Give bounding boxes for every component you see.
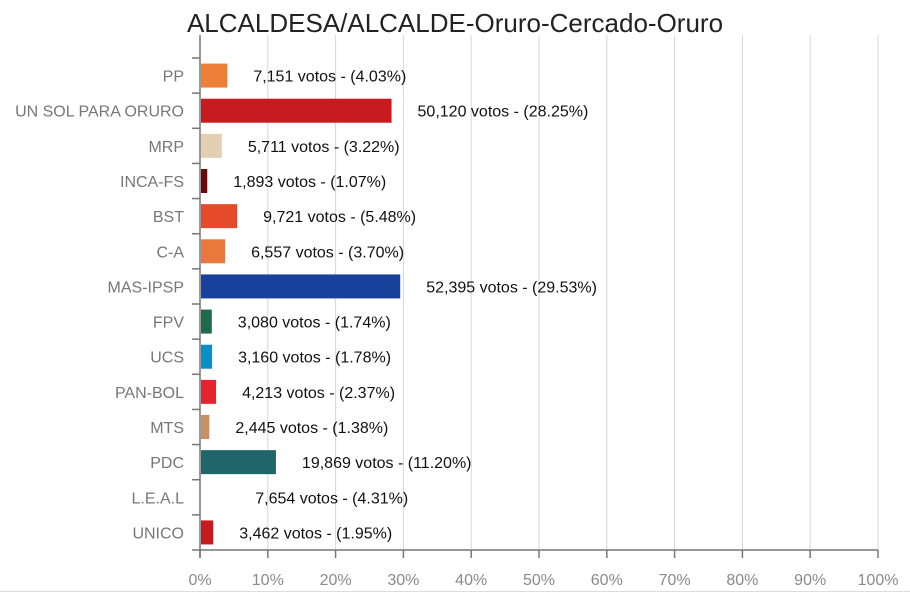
bar-mrp <box>201 133 222 158</box>
category-label: UNICO <box>132 525 184 542</box>
category-label: BST <box>153 209 184 226</box>
bar-pdc <box>201 450 276 475</box>
chart-title: ALCALDESA/ALCALDE-Oruro-Cercado-Oruro <box>186 8 724 38</box>
x-tick-label: 0% <box>188 572 211 589</box>
data-label: 1,893 votos - (1.07%) <box>233 174 386 191</box>
data-label: 6,557 votos - (3.70%) <box>251 244 404 261</box>
x-tick-label: 20% <box>320 572 352 589</box>
data-label: 3,462 votos - (1.95%) <box>239 525 392 542</box>
bar-un-sol-para-oruro <box>201 98 392 123</box>
bar-bst <box>201 204 238 229</box>
category-label: PP <box>163 69 184 86</box>
category-label: C-A <box>156 244 184 261</box>
data-label: 3,080 votos - (1.74%) <box>238 315 391 332</box>
category-label: FPV <box>153 315 184 332</box>
data-label: 19,869 votos - (11.20%) <box>302 455 472 472</box>
x-tick-label: 90% <box>794 572 826 589</box>
x-tick-label: 60% <box>591 572 623 589</box>
bar-c-a <box>201 239 226 264</box>
x-tick-label: 80% <box>726 572 758 589</box>
category-label: L.E.A.L <box>132 490 185 507</box>
bottom-divider <box>0 591 910 592</box>
bar-mas-ipsp <box>201 274 401 299</box>
data-label: 7,654 votos - (4.31%) <box>255 490 408 507</box>
category-label: MRP <box>148 139 184 156</box>
category-label: MTS <box>150 420 184 437</box>
data-label: 3,160 votos - (1.78%) <box>238 350 391 367</box>
category-label: UCS <box>150 350 184 367</box>
data-label: 52,395 votos - (29.53%) <box>426 279 597 296</box>
bar-inca-fs <box>201 169 208 193</box>
data-label: 9,721 votos - (5.48%) <box>263 209 416 226</box>
data-label: 50,120 votos - (28.25%) <box>418 104 589 121</box>
bar-pp <box>201 63 228 88</box>
data-label: 5,711 votos - (3.22%) <box>248 139 400 156</box>
bar-unico <box>201 520 214 545</box>
x-tick-label: 100% <box>858 572 899 589</box>
bar-fpv <box>201 309 212 334</box>
category-label: PAN-BOL <box>115 385 184 402</box>
bar-ucs <box>201 344 213 369</box>
data-label: 7,151 votos - (4.03%) <box>253 69 406 86</box>
x-tick-label: 50% <box>523 572 555 589</box>
category-label: PDC <box>150 455 184 472</box>
bar-mts <box>201 415 210 439</box>
x-tick-label: 10% <box>252 572 284 589</box>
category-label: UN SOL PARA ORURO <box>15 104 184 121</box>
x-tick-label: 70% <box>659 572 691 589</box>
x-tick-label: 30% <box>387 572 419 589</box>
bar-l-e-a-l <box>201 485 230 510</box>
category-label: INCA-FS <box>120 174 184 191</box>
data-label: 4,213 votos - (2.37%) <box>242 385 395 402</box>
category-label: MAS-IPSP <box>108 279 184 296</box>
x-tick-label: 40% <box>455 572 487 589</box>
bar-pan-bol <box>201 379 217 404</box>
data-label: 2,445 votos - (1.38%) <box>235 420 388 437</box>
